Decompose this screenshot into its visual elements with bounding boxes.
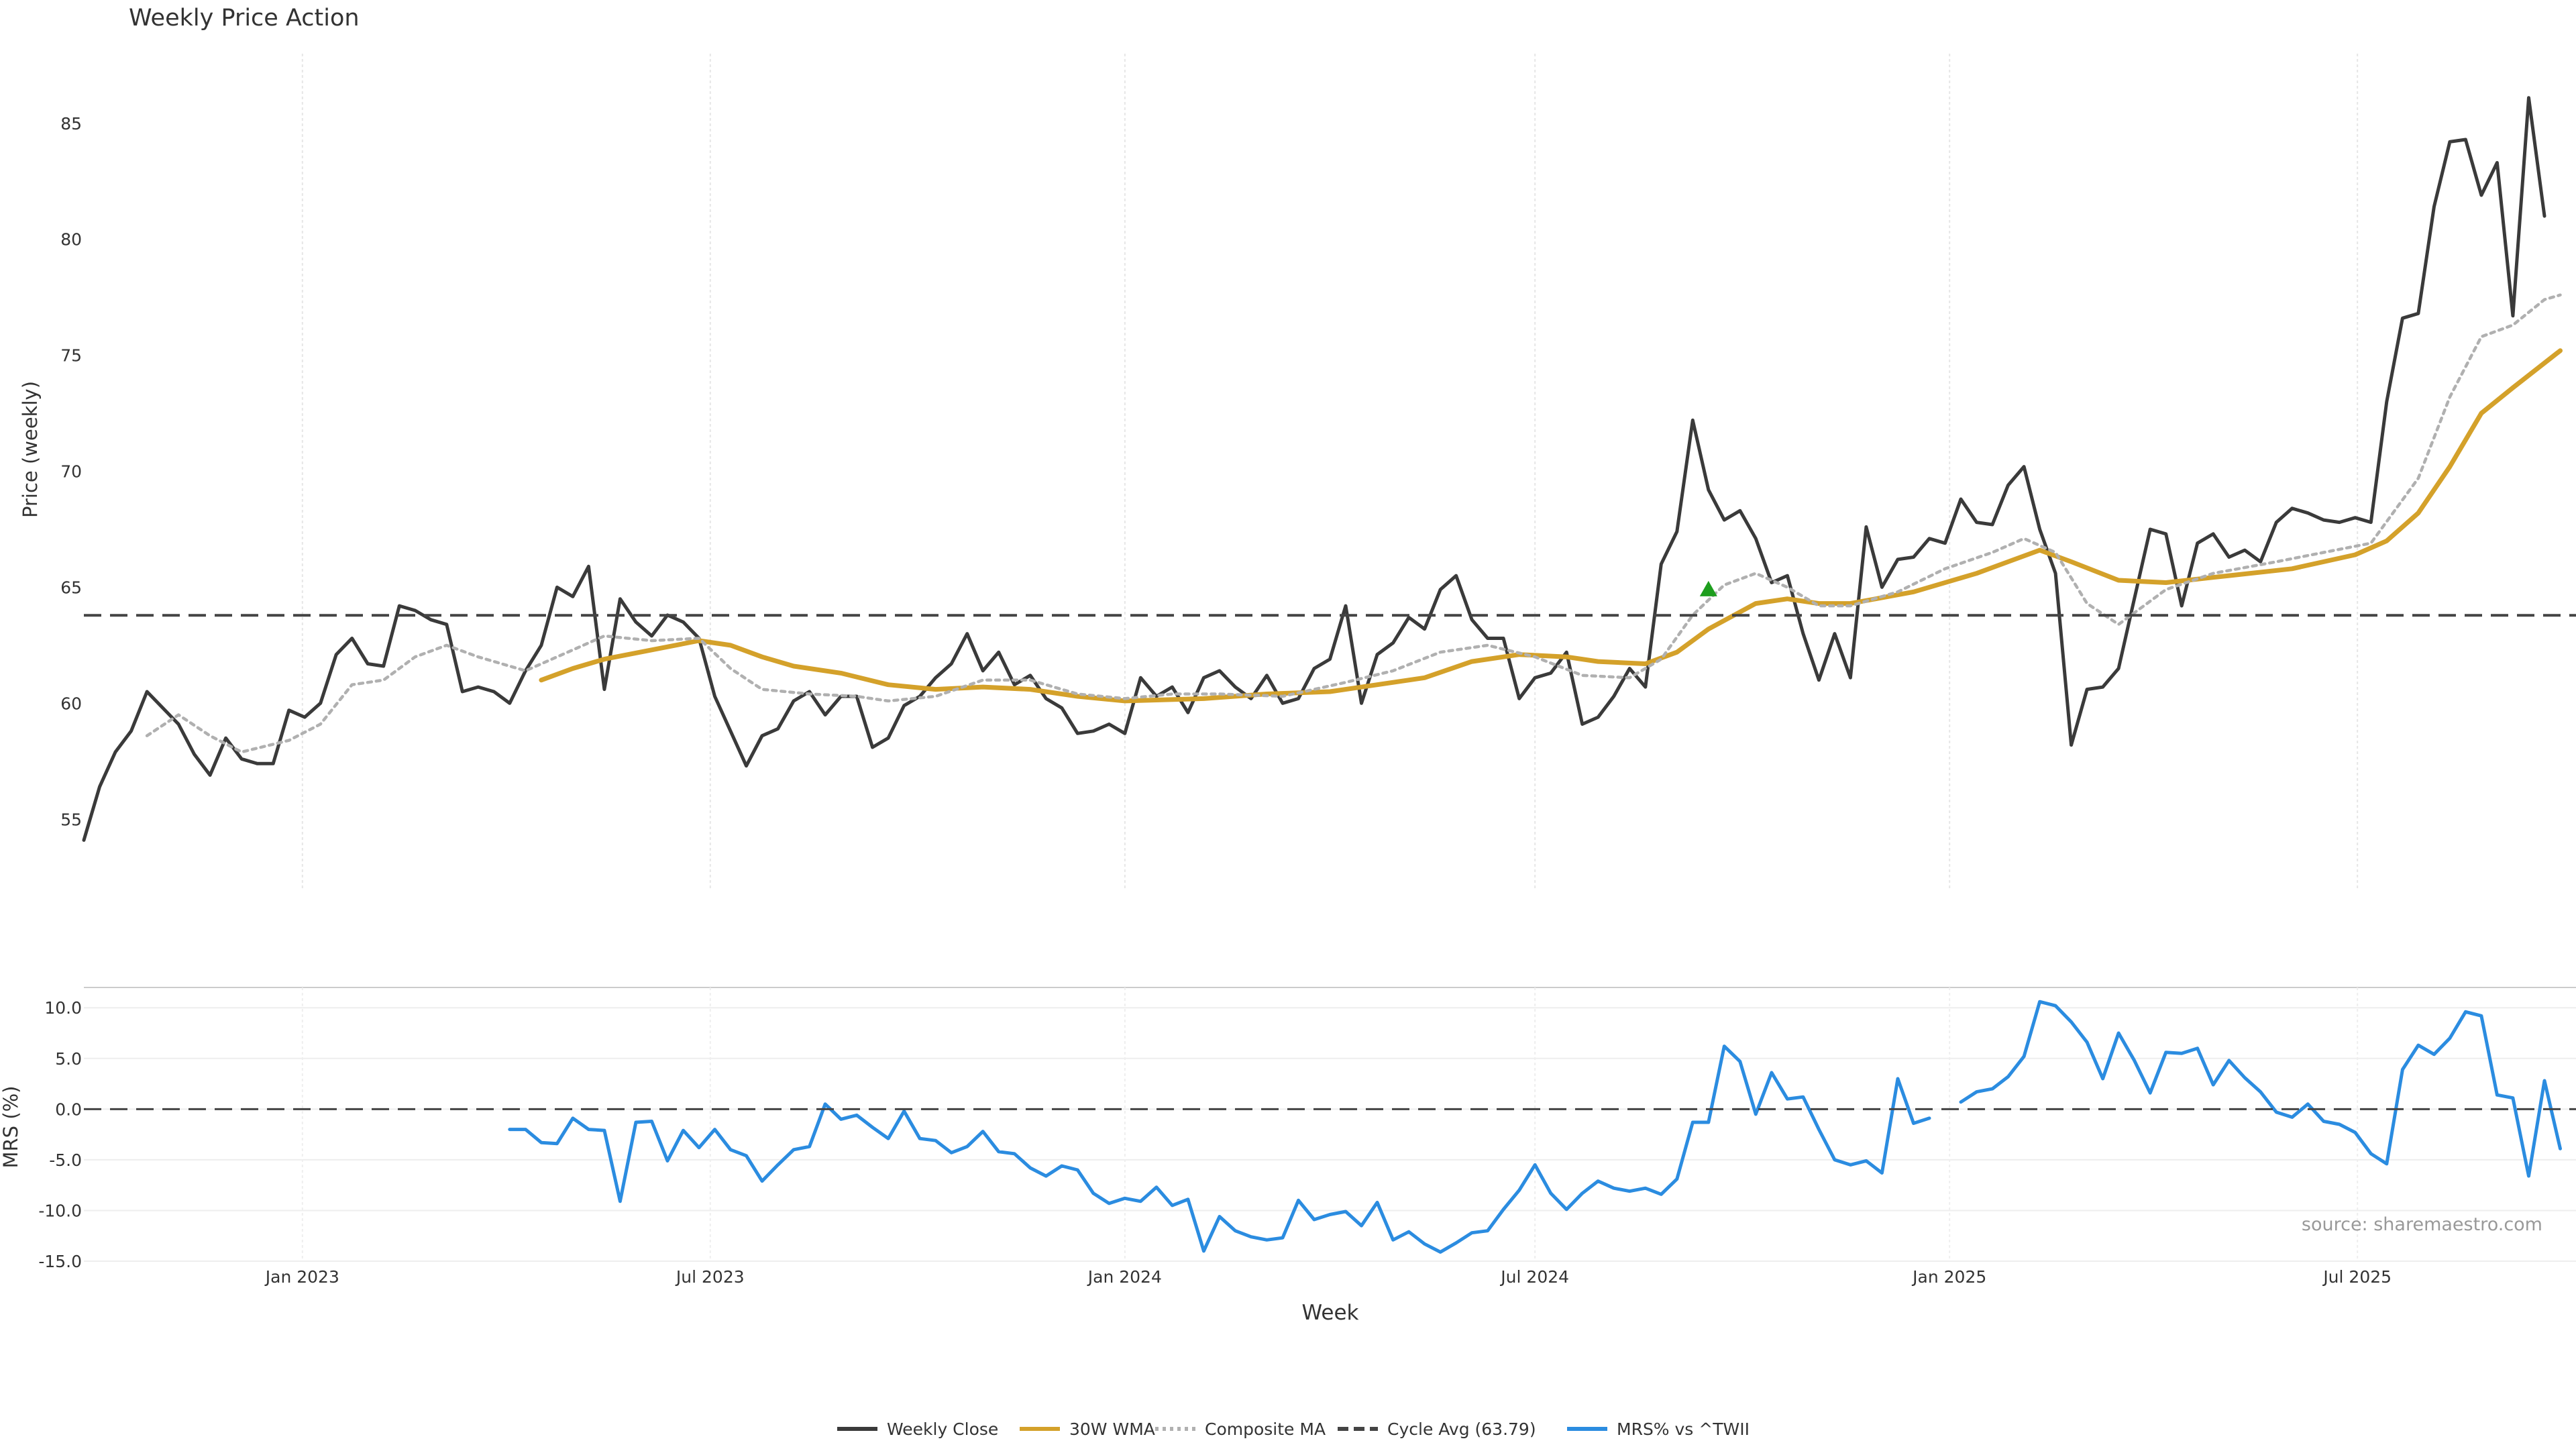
mrs-y-tick-label: -10.0 — [38, 1201, 82, 1220]
price-y-tick-label: 80 — [60, 230, 82, 250]
mrs-y-ticks: 10.0 5.0 0.0 -5.0 -10.0 -15.0 — [38, 998, 82, 1271]
mrs-line — [508, 1044, 1931, 1254]
mrs-series — [84, 1000, 2576, 1254]
x-tick-label: Jul 2025 — [2322, 1267, 2392, 1287]
weekly-close-line — [82, 96, 2546, 842]
mrs-y-tick-label: -5.0 — [49, 1150, 82, 1170]
price-y-tick-label: 65 — [60, 578, 82, 597]
mrs-line — [1959, 1000, 2562, 1178]
mrs-y-tick-label: 10.0 — [44, 998, 82, 1018]
x-tick-label: Jan 2023 — [264, 1267, 339, 1287]
legend-label: 30W WMA — [1069, 1419, 1155, 1439]
price-y-tick-label: 55 — [60, 810, 82, 829]
x-tick-label: Jul 2024 — [1499, 1267, 1569, 1287]
price-y-tick-label: 85 — [60, 114, 82, 133]
price-y-tick-label: 60 — [60, 694, 82, 713]
signal-triangle-marker — [1699, 580, 1717, 596]
price-y-ticks: 55 60 65 70 75 80 85 — [60, 114, 82, 830]
x-axis-ticks: Jan 2023 Jul 2023 Jan 2024 Jul 2024 Jan 2025… — [264, 1267, 2392, 1287]
legend-label: MRS% vs ^TWII — [1617, 1419, 1750, 1439]
price-axis-label: Price (weekly) — [19, 381, 42, 518]
legend-label: Composite MA — [1205, 1419, 1326, 1439]
x-tick-label: Jul 2023 — [675, 1267, 745, 1287]
legend-label: Weekly Close — [887, 1419, 998, 1439]
source-annotation: source: sharemaestro.com — [2302, 1214, 2542, 1235]
mrs-y-tick-label: 5.0 — [55, 1049, 82, 1069]
price-series — [82, 96, 2576, 842]
price-panel: Weekly Price Action Price (weekly) 55 60 6… — [19, 5, 2576, 889]
legend: Weekly Close 30W WMA Composite MA Cycle Avg… — [837, 1419, 1750, 1439]
composite-ma-line — [145, 293, 2562, 754]
price-annotations — [1699, 580, 1717, 596]
mrs-y-tick-label: -15.0 — [38, 1252, 82, 1271]
x-axis-label: Week — [1302, 1301, 1359, 1325]
price-y-tick-label: 70 — [60, 462, 82, 482]
mrs-grid — [84, 987, 2576, 1262]
x-tick-label: Jan 2025 — [1911, 1267, 1986, 1287]
mrs-y-tick-label: 0.0 — [55, 1099, 82, 1119]
chart-title: Weekly Price Action — [129, 5, 360, 32]
mrs-panel: MRS (%) 10.0 5.0 0.0 -5.0 -10.0 -15.0 Jan 202… — [0, 987, 2576, 1325]
legend-label: Cycle Avg (63.79) — [1387, 1419, 1536, 1439]
x-tick-label: Jan 2024 — [1087, 1267, 1162, 1287]
30w-wma-line — [539, 348, 2563, 704]
price-grid — [301, 54, 2359, 889]
price-y-tick-label: 75 — [60, 346, 82, 366]
mrs-axis-label: MRS (%) — [0, 1086, 22, 1169]
